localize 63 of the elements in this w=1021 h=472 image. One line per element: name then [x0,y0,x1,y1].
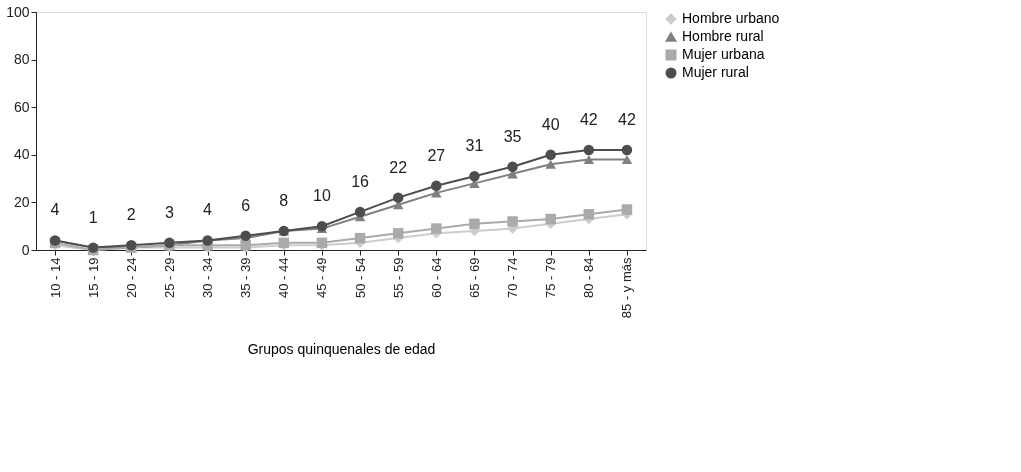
point [316,220,328,232]
point [507,216,518,227]
point [392,228,404,239]
point [469,170,480,182]
data-label: 27 [427,146,446,164]
data-label: 1 [88,208,98,226]
y-tick-label: 60 [13,98,30,115]
x-tick-label: 20 - 24 [123,257,139,298]
point [621,144,633,156]
data-label: 42 [579,111,598,129]
point [354,232,366,244]
data-label: 10 [313,187,331,205]
data-label: 16 [351,172,370,190]
y-tick-label: 20 [13,193,30,210]
legend-label: Mujer urbana [682,46,765,62]
x-tick-label: 50 - 54 [352,257,368,298]
x-tick-label: 80 - 84 [581,257,597,298]
point [545,159,556,169]
x-tick-label: 10 - 14 [47,257,63,298]
data-label: 42 [618,111,636,129]
x-tick-label: 15 - 19 [85,257,101,298]
data-label: 22 [389,158,408,176]
data-label: 31 [465,137,484,155]
x-tick-label: 45 - 49 [314,257,330,298]
data-label: 3 [164,203,174,221]
x-tick-label: 65 - 69 [466,257,482,298]
x-tick-label: 70 - 74 [505,257,521,298]
x-tick-label: 60 - 64 [428,257,444,298]
point [583,144,595,156]
point [621,204,633,215]
y-tick-label: 40 [13,146,30,163]
point [431,223,442,234]
data-label: 2 [126,206,136,224]
x-axis-title: Grupos quinquenales de edad [247,341,436,358]
x-tick-label: 55 - 59 [390,257,406,298]
x-tick-label: 30 - 34 [200,257,216,298]
legend-label: Hombre urbano [682,10,780,26]
data-label: 40 [541,115,560,133]
x-tick-label: 25 - 29 [161,257,177,298]
data-label: 35 [503,127,522,145]
legend-label: Mujer rural [682,64,749,80]
data-label: 4 [203,201,213,219]
legend-label: Hombre rural [682,28,764,44]
point [392,192,404,203]
point [507,161,518,172]
x-tick-label: 35 - 39 [238,257,254,298]
point [469,218,480,230]
data-label: 8 [279,191,289,209]
y-tick-label: 100 [6,3,30,20]
x-tick-label: 75 - 79 [543,257,559,298]
point [545,149,556,161]
x-tick-label: 85 - y más [619,257,635,319]
y-tick-label: 80 [13,51,30,68]
y-tick-label: 0 [21,241,30,258]
point [583,155,595,165]
point [545,213,556,225]
x-tick-label: 40 - 44 [276,257,292,298]
point [621,155,633,165]
point [354,206,366,218]
data-label: 4 [50,201,60,219]
point [431,180,442,191]
point [583,209,595,220]
data-label: 6 [241,196,251,214]
